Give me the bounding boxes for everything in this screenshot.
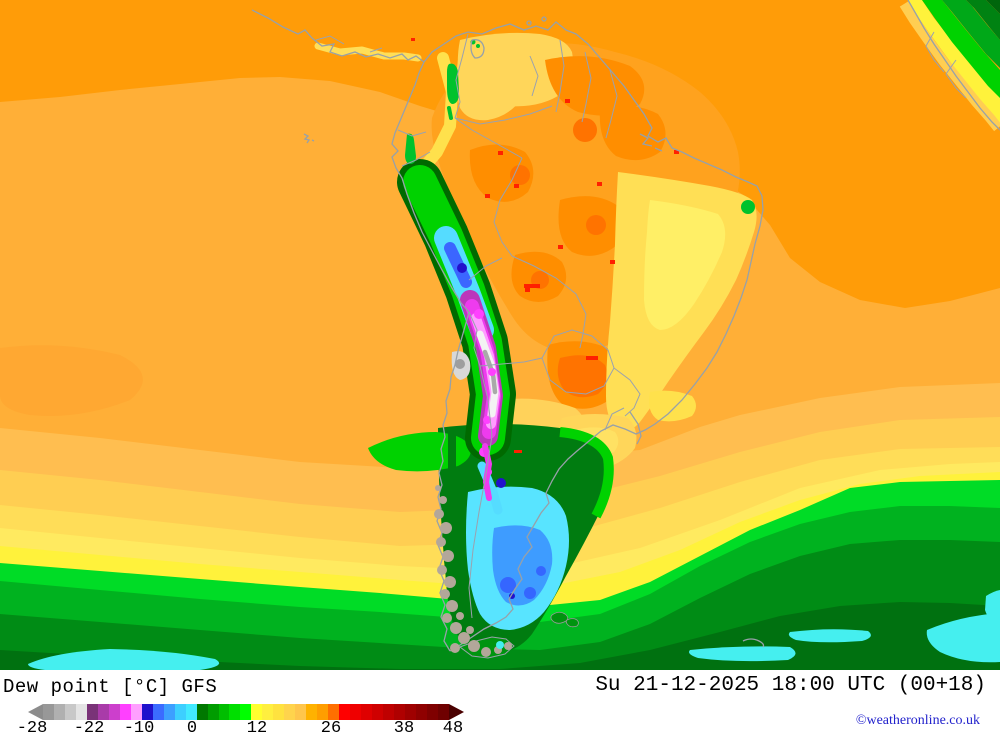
colorbar-segment — [152, 704, 164, 720]
colombia-green-strip — [447, 63, 459, 104]
cold-ocean-patches — [28, 590, 1000, 670]
colorbar-tick-label: -10 — [123, 719, 155, 733]
colorbar-segment — [284, 704, 296, 720]
colorbar-segment — [361, 704, 373, 720]
colorbar-segment — [53, 704, 65, 720]
ecuador-green-strip — [405, 133, 416, 164]
colorbar-segment — [306, 704, 318, 720]
map-title: Dew point [°C] GFS — [3, 676, 218, 698]
colorbar-segment — [174, 704, 186, 720]
hot-spots — [411, 38, 679, 453]
colorbar-arrow-right — [449, 704, 464, 720]
colorbar-segment — [75, 704, 87, 720]
colorbar-segment — [383, 704, 394, 720]
colorbar — [28, 704, 464, 720]
colorbar-segment — [130, 704, 142, 720]
colorbar-segment — [339, 704, 351, 720]
colorbar-tick-label: 12 — [246, 719, 268, 733]
colorbar-segment — [350, 704, 362, 720]
chilean-fjords — [434, 485, 512, 657]
colorbar-segment — [262, 704, 274, 720]
colorbar-segment — [119, 704, 131, 720]
colorbar-segment — [207, 704, 219, 720]
colorbar-segment — [141, 704, 153, 720]
galapagos-islands — [303, 133, 315, 144]
africa-corner — [899, 0, 1000, 132]
copyright-link[interactable]: ©weatheronline.co.uk — [855, 713, 980, 728]
country-borders — [315, 33, 641, 619]
colorbar-segment — [185, 704, 197, 720]
south-georgia-island — [742, 638, 765, 648]
colorbar-segment — [273, 704, 285, 720]
colorbar-ticks: -28 -22 -10 0 12 26 38 48 — [0, 719, 500, 733]
weather-map — [0, 0, 1000, 670]
colorbar-segment — [196, 704, 208, 720]
colorbar-segment — [317, 704, 329, 720]
coastlines — [251, 9, 765, 652]
colorbar-segment — [437, 704, 449, 720]
colorbar-tick-label: 38 — [393, 719, 415, 733]
colorbar-segment — [43, 704, 54, 720]
colorbar-tick-label: 0 — [186, 719, 198, 733]
colorbar-segment — [394, 704, 405, 720]
colorbar-segment — [240, 704, 252, 720]
patagonia-cold-region — [368, 424, 614, 654]
northeast-brazil-region — [606, 172, 757, 431]
colorbar-segment — [328, 704, 340, 720]
colorbar-segment — [404, 704, 416, 720]
colorbar-tick-label: 48 — [442, 719, 464, 733]
footer: Dew point [°C] GFS Su 21-12-2025 18:00 U… — [0, 670, 1000, 733]
colorbar-tick-label: -22 — [73, 719, 105, 733]
colorbar-segment — [426, 704, 438, 720]
colorbar-segments — [43, 704, 449, 720]
andes-cordillera — [314, 39, 516, 515]
colorbar-segment — [218, 704, 230, 720]
colorbar-tick-label: 26 — [320, 719, 342, 733]
colorbar-segment — [64, 704, 76, 720]
colorbar-segment — [97, 704, 109, 720]
map-timestamp: Su 21-12-2025 18:00 UTC (00+18) — [595, 674, 986, 697]
fjords-and-islands — [434, 485, 579, 659]
humid-green-spot — [741, 200, 755, 214]
colorbar-segment — [86, 704, 98, 720]
colorbar-segment — [415, 704, 427, 720]
falkland-islands — [550, 611, 569, 624]
colorbar-tick-label: -28 — [16, 719, 48, 733]
colorbar-segment — [108, 704, 120, 720]
colorbar-segment — [372, 704, 384, 720]
colorbar-segment — [229, 704, 241, 720]
colorbar-segment — [163, 704, 175, 720]
colorbar-arrow-left — [28, 704, 43, 720]
panama-strip — [314, 42, 422, 62]
colorbar-segment — [295, 704, 307, 720]
colorbar-segment — [251, 704, 263, 720]
